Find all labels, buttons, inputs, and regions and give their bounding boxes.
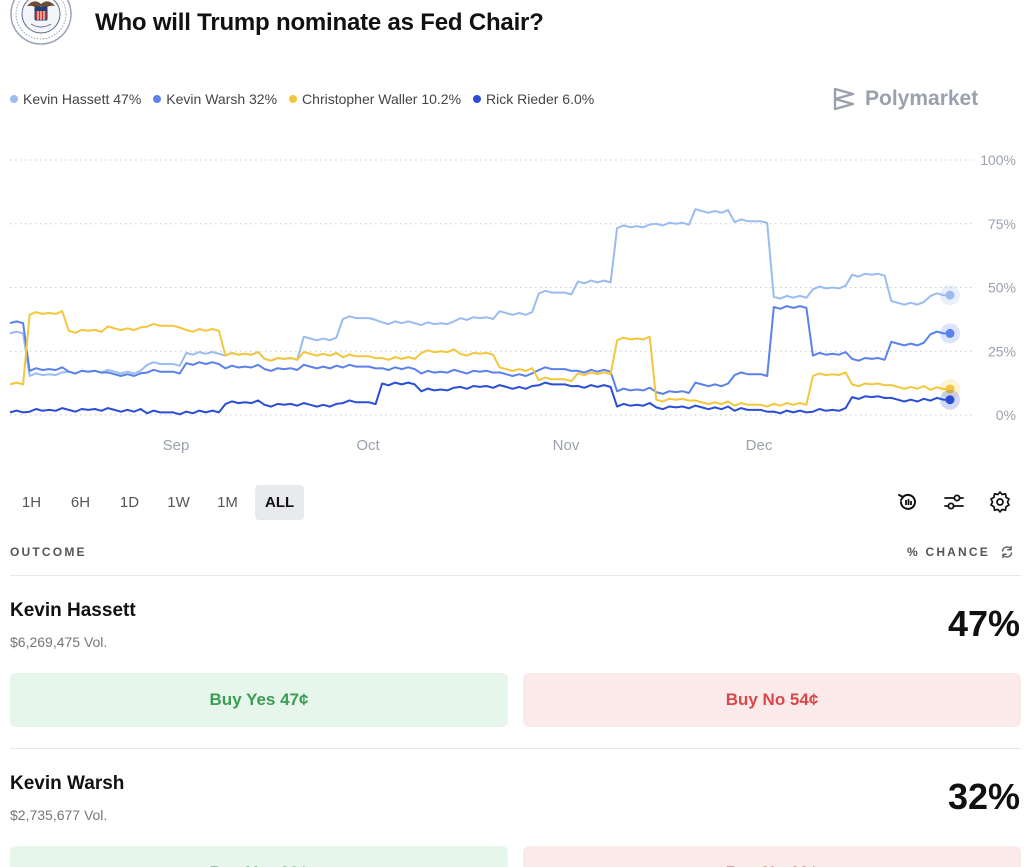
outcome-volume: $2,735,677 Vol. bbox=[10, 807, 108, 823]
chance-column-header: % CHANCE bbox=[907, 545, 1014, 559]
outcome-volume: $6,269,475 Vol. bbox=[10, 634, 108, 650]
x-tick-label: Sep bbox=[163, 437, 190, 454]
range-1w-button[interactable]: 1W bbox=[167, 494, 190, 511]
history-icon[interactable] bbox=[896, 490, 920, 514]
y-tick-label: 0% bbox=[996, 407, 1016, 423]
polymarket-brand: Polymarket bbox=[832, 86, 978, 112]
x-tick-label: Nov bbox=[553, 437, 580, 454]
range-1d-button[interactable]: 1D bbox=[119, 494, 140, 511]
series-end-point bbox=[945, 290, 955, 300]
chance-column-label: % CHANCE bbox=[907, 545, 990, 559]
range-1h-button[interactable]: 1H bbox=[21, 494, 42, 511]
polymarket-logo-icon bbox=[833, 87, 855, 111]
page-title: Who will Trump nominate as Fed Chair? bbox=[95, 9, 544, 36]
series-end-point bbox=[945, 384, 955, 394]
legend-dot bbox=[289, 95, 298, 103]
legend-item-waller: Christopher Waller 10.2% bbox=[289, 91, 461, 107]
range-6h-button[interactable]: 6H bbox=[70, 494, 91, 511]
legend-dot bbox=[153, 95, 162, 103]
x-tick-label: Oct bbox=[356, 437, 380, 454]
time-range-selector: 1H 6H 1D 1W 1M ALL bbox=[10, 485, 305, 520]
buy-no-button[interactable]: Buy No 69¢ bbox=[523, 846, 1021, 867]
series-line bbox=[9, 310, 950, 408]
legend-label: Christopher Waller 10.2% bbox=[302, 91, 462, 107]
sliders-icon[interactable] bbox=[942, 490, 966, 514]
buy-yes-button[interactable]: Buy Yes 32¢ bbox=[10, 846, 508, 867]
series-line bbox=[9, 208, 950, 377]
range-all-button[interactable]: ALL bbox=[255, 485, 305, 520]
settings-gear-icon[interactable] bbox=[988, 490, 1012, 514]
legend-label: Rick Rieder 6.0% bbox=[486, 91, 595, 107]
federal-reserve-seal-icon bbox=[8, 0, 74, 52]
refresh-icon[interactable] bbox=[1000, 545, 1014, 559]
chart-tools bbox=[896, 490, 1012, 514]
series-end-point bbox=[945, 395, 955, 405]
legend-item-hassett: Kevin Hassett 47% bbox=[10, 91, 141, 107]
legend-label: Kevin Hassett 47% bbox=[23, 91, 142, 107]
y-tick-label: 75% bbox=[988, 216, 1016, 232]
buy-yes-button[interactable]: Buy Yes 47¢ bbox=[10, 673, 508, 727]
chart-legend: Kevin Hassett 47% Kevin Warsh 32% Christ… bbox=[10, 91, 594, 107]
buy-no-button[interactable]: Buy No 54¢ bbox=[523, 673, 1021, 727]
series-line bbox=[9, 381, 950, 416]
series-end-point bbox=[945, 328, 955, 338]
outcome-chance: 47% bbox=[947, 603, 1020, 644]
legend-item-warsh: Kevin Warsh 32% bbox=[153, 91, 277, 107]
range-1m-button[interactable]: 1M bbox=[217, 494, 238, 511]
price-chart: 100% 75% 50% 25% 0% Sep Oct Nov Dec bbox=[0, 140, 1024, 470]
legend-dot bbox=[10, 95, 18, 103]
divider bbox=[10, 575, 1021, 576]
y-tick-label: 25% bbox=[988, 343, 1016, 359]
legend-label: Kevin Warsh 32% bbox=[166, 91, 278, 107]
brand-name: Polymarket bbox=[865, 87, 979, 110]
y-tick-label: 100% bbox=[980, 152, 1016, 168]
page-header: Who will Trump nominate as Fed Chair? bbox=[0, 0, 1024, 52]
price-chart-svg: 100% 75% 50% 25% 0% Sep Oct Nov Dec bbox=[9, 152, 1016, 454]
legend-dot bbox=[473, 95, 482, 103]
divider bbox=[10, 748, 1021, 749]
y-tick-label: 50% bbox=[988, 280, 1016, 296]
outcome-name: Kevin Warsh bbox=[10, 773, 125, 794]
outcome-name: Kevin Hassett bbox=[10, 600, 136, 621]
outcome-column-header: OUTCOME bbox=[10, 545, 87, 559]
legend-item-rieder: Rick Rieder 6.0% bbox=[473, 91, 594, 107]
series-line bbox=[9, 305, 950, 395]
outcome-chance: 32% bbox=[947, 776, 1020, 817]
x-tick-label: Dec bbox=[746, 437, 773, 454]
